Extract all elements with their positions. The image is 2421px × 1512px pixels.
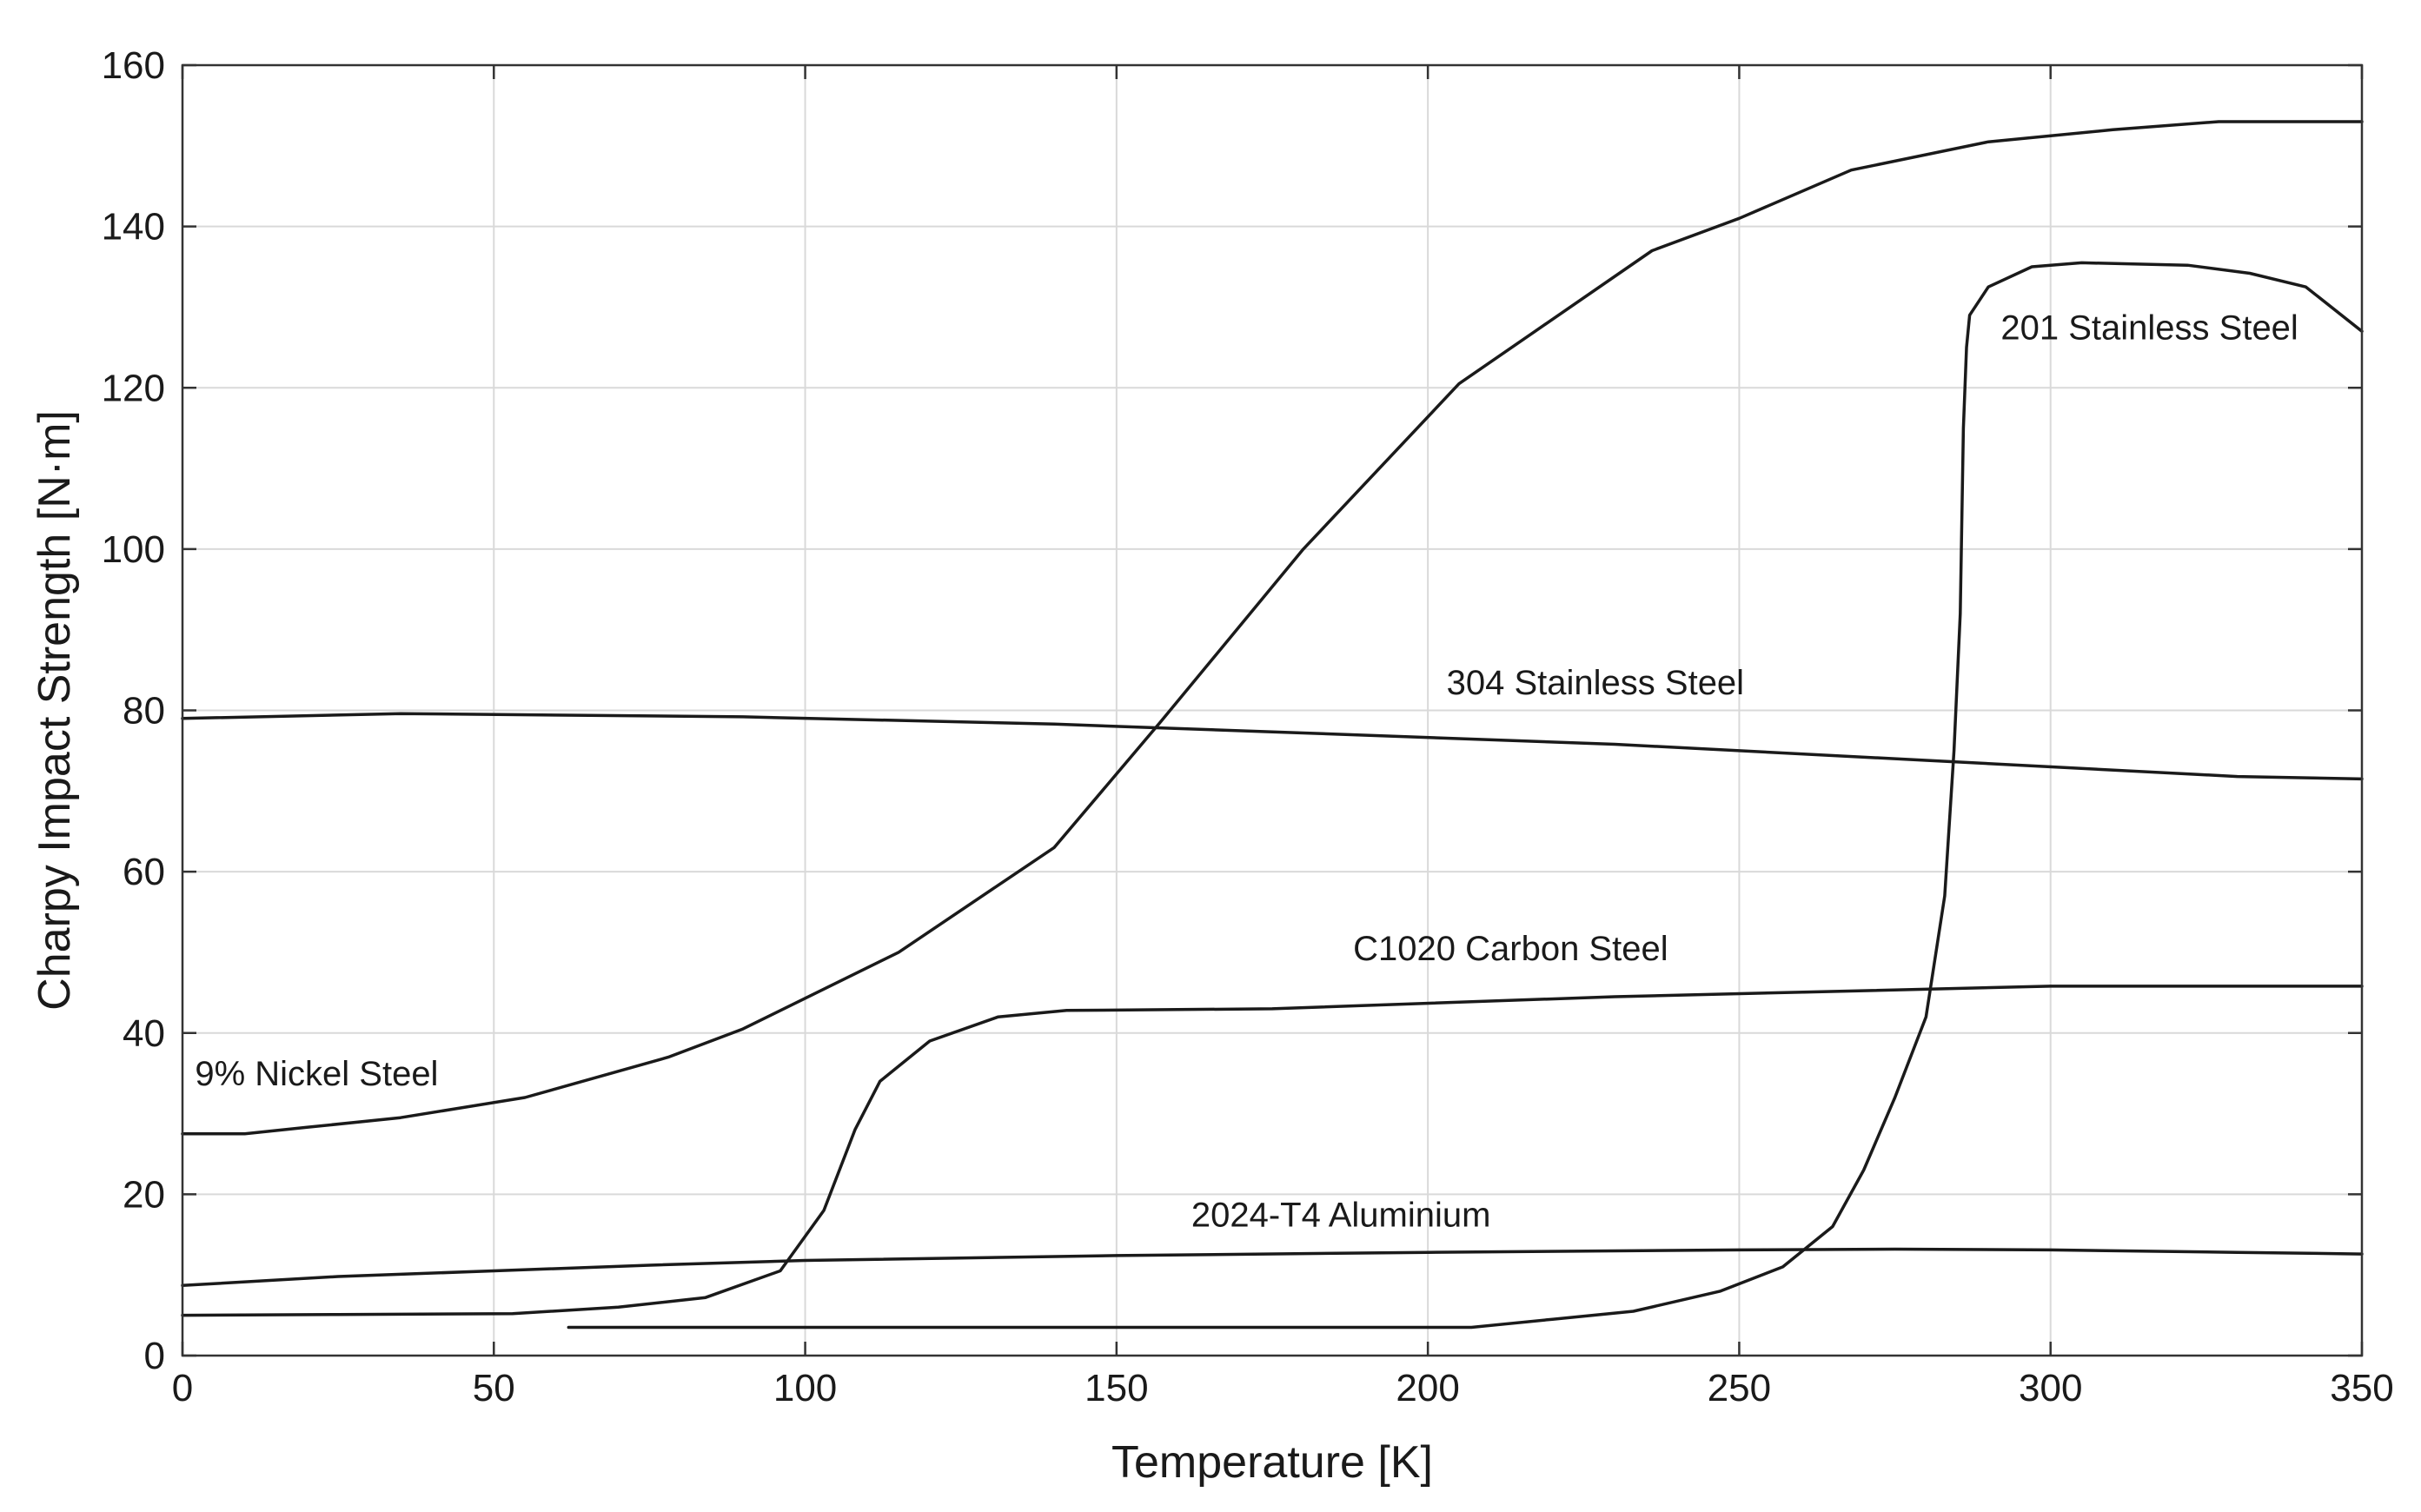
x-tick-label: 300 (2019, 1367, 2082, 1409)
y-tick-label: 160 (102, 44, 165, 87)
series-line-304-stainless-steel (181, 712, 2364, 781)
series-label-9-nickel-steel: 9% Nickel Steel (195, 1055, 438, 1093)
x-tick-label: 50 (473, 1367, 515, 1409)
grid-lines (182, 65, 2362, 1356)
x-tick-label: 200 (1396, 1367, 1459, 1409)
series-line-201-stainless-steel (567, 261, 2364, 1330)
x-tick-label: 350 (2330, 1367, 2393, 1409)
x-tick-label: 250 (1708, 1367, 1771, 1409)
x-tick-label: 100 (773, 1367, 837, 1409)
series-label-2024-t4-aluminium: 2024-T4 Aluminium (1191, 1197, 1491, 1235)
series-line-2024-t4-aluminium (181, 1247, 2364, 1288)
series-label-304-stainless-steel: 304 Stainless Steel (1447, 664, 1744, 702)
axis-ticks: 0 50 100 150 200 250 300 350 0 20 40 60 80 100 120 140 1… (102, 44, 2394, 1409)
y-tick-label: 40 (123, 1012, 165, 1055)
series-label-c1020-carbon-steel: C1020 Carbon Steel (1353, 930, 1668, 968)
y-tick-label: 0 (144, 1335, 165, 1377)
y-tick-label: 140 (102, 206, 165, 249)
series-labels: 9% Nickel Steel 201 Stainless Steel 304 St… (195, 309, 2298, 1235)
series-line-9-nickel-steel (181, 120, 2364, 1136)
y-tick-label: 80 (123, 690, 165, 733)
plot-frame (181, 63, 2364, 1357)
y-tick-label: 60 (123, 851, 165, 893)
series-label-201-stainless-steel: 201 Stainless Steel (2000, 309, 2298, 348)
x-tick-label: 150 (1084, 1367, 1148, 1409)
y-tick-label: 120 (102, 367, 165, 409)
y-axis-label: Charpy Impact Strength [N·m] (30, 410, 80, 1011)
series-line-c1020-carbon-steel (181, 985, 2364, 1317)
x-tick-label: 0 (172, 1367, 193, 1409)
data-series (181, 120, 2364, 1330)
y-tick-label: 100 (102, 528, 165, 571)
x-axis-label: Temperature [K] (1111, 1437, 1433, 1488)
y-tick-label: 20 (123, 1173, 165, 1216)
